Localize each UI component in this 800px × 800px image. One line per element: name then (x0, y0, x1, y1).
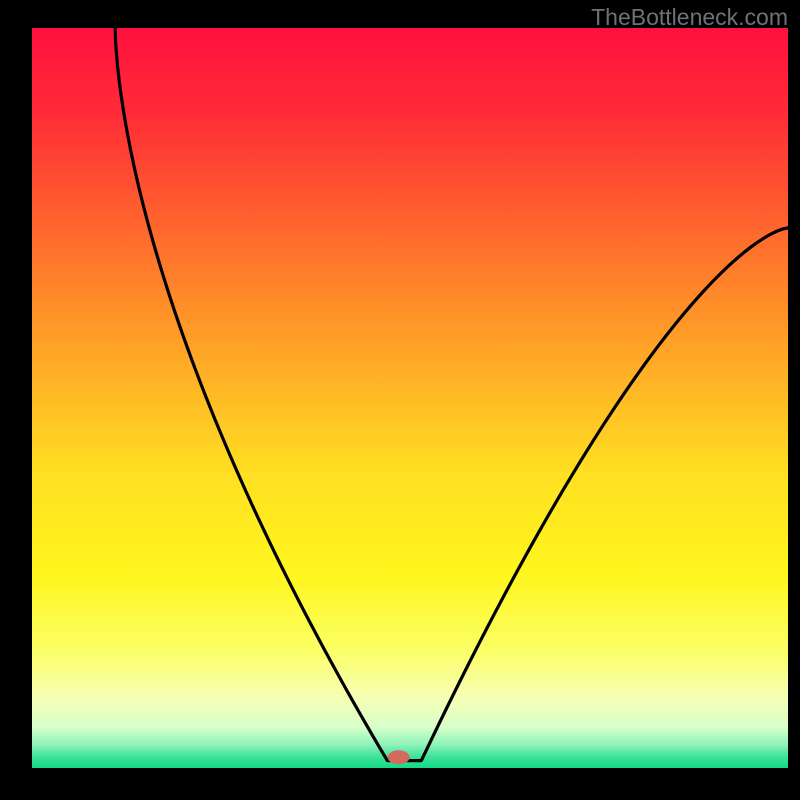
gradient-background (32, 28, 788, 768)
watermark-text: TheBottleneck.com (591, 4, 788, 31)
bottleneck-chart (32, 28, 788, 768)
optimum-marker (388, 750, 410, 764)
chart-stage: TheBottleneck.com (0, 0, 800, 800)
